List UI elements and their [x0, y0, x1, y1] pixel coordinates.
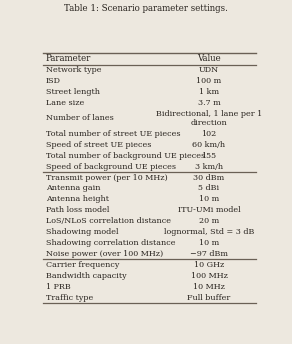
Text: Antenna height: Antenna height — [46, 195, 109, 203]
Text: lognormal, Std = 3 dB: lognormal, Std = 3 dB — [164, 228, 254, 236]
Text: Parameter: Parameter — [46, 54, 91, 63]
Text: UDN: UDN — [199, 66, 219, 74]
Text: LoS/NLoS correlation distance: LoS/NLoS correlation distance — [46, 217, 171, 225]
Text: 60 km/h: 60 km/h — [192, 141, 226, 149]
Text: 1 PRB: 1 PRB — [46, 283, 70, 291]
Text: 100 m: 100 m — [197, 77, 222, 85]
Text: Traffic type: Traffic type — [46, 293, 93, 302]
Text: Transmit power (per 10 MHz): Transmit power (per 10 MHz) — [46, 173, 167, 182]
Text: 100 MHz: 100 MHz — [191, 272, 227, 280]
Text: 20 m: 20 m — [199, 217, 219, 225]
Text: Speed of background UE pieces: Speed of background UE pieces — [46, 163, 175, 171]
Text: 30 dBm: 30 dBm — [193, 173, 225, 182]
Text: 10 MHz: 10 MHz — [193, 283, 225, 291]
Text: Full buffer: Full buffer — [187, 293, 231, 302]
Text: Antenna gain: Antenna gain — [46, 184, 100, 192]
Text: 10 m: 10 m — [199, 195, 219, 203]
Text: Total number of background UE pieces: Total number of background UE pieces — [46, 152, 205, 160]
Text: 10 GHz: 10 GHz — [194, 261, 224, 269]
Text: 102: 102 — [201, 130, 217, 138]
Text: Carrier frequency: Carrier frequency — [46, 261, 119, 269]
Text: ITU-UMi model: ITU-UMi model — [178, 206, 240, 214]
Text: 155: 155 — [201, 152, 217, 160]
Text: Street length: Street length — [46, 88, 100, 96]
Text: Network type: Network type — [46, 66, 101, 74]
Text: Total number of street UE pieces: Total number of street UE pieces — [46, 130, 180, 138]
Text: Speed of street UE pieces: Speed of street UE pieces — [46, 141, 151, 149]
Text: 3.7 m: 3.7 m — [198, 99, 220, 107]
Text: 10 m: 10 m — [199, 239, 219, 247]
Text: Shadowing model: Shadowing model — [46, 228, 118, 236]
Text: Noise power (over 100 MHz): Noise power (over 100 MHz) — [46, 250, 163, 258]
Text: Lane size: Lane size — [46, 99, 84, 107]
Text: Value: Value — [197, 54, 221, 63]
Text: 5 dBi: 5 dBi — [199, 184, 220, 192]
Text: Bidirectional, 1 lane per 1
direction: Bidirectional, 1 lane per 1 direction — [156, 110, 262, 127]
Text: Bandwidth capacity: Bandwidth capacity — [46, 272, 126, 280]
Text: Path loss model: Path loss model — [46, 206, 109, 214]
Text: Table 1: Scenario parameter settings.: Table 1: Scenario parameter settings. — [64, 4, 228, 13]
Text: −97 dBm: −97 dBm — [190, 250, 228, 258]
Text: Number of lanes: Number of lanes — [46, 114, 113, 122]
Text: ISD: ISD — [46, 77, 60, 85]
Text: 3 km/h: 3 km/h — [195, 163, 223, 171]
Text: Shadowing correlation distance: Shadowing correlation distance — [46, 239, 175, 247]
Text: 1 km: 1 km — [199, 88, 219, 96]
